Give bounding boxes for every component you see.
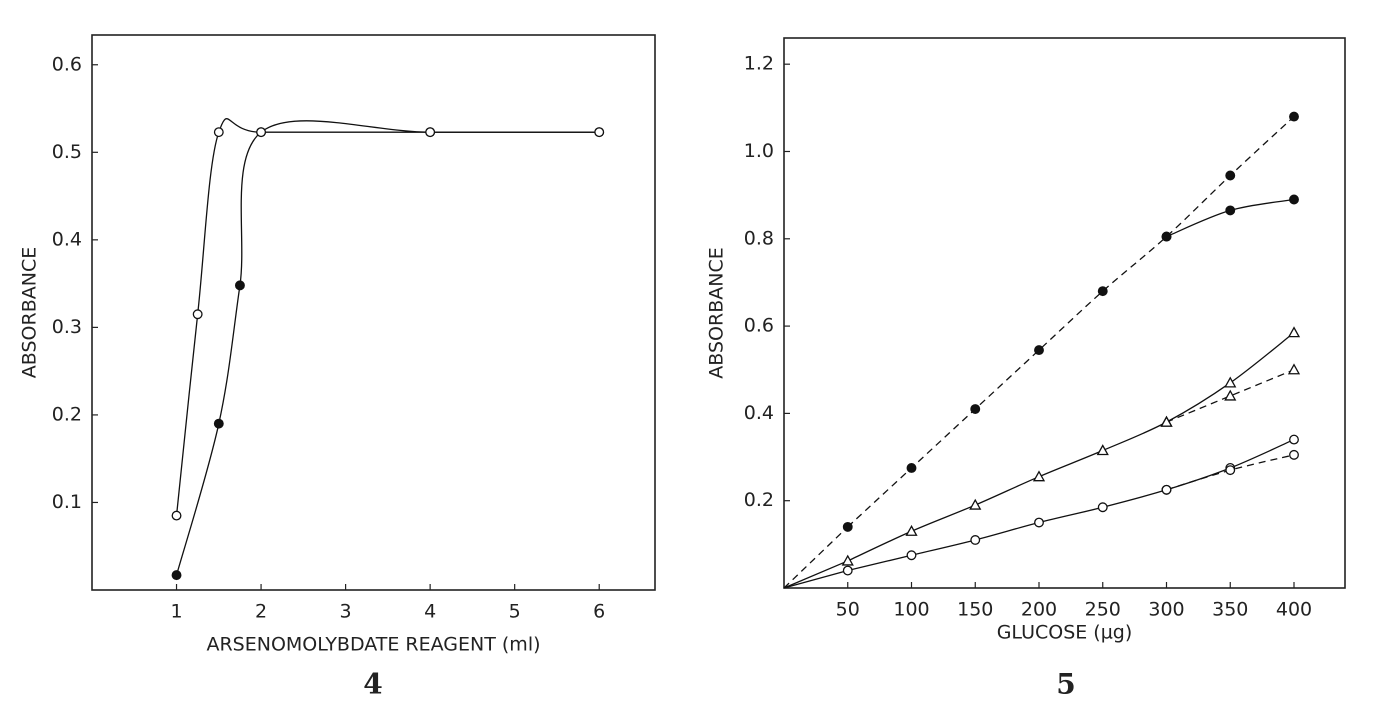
series-line [1166,369,1295,423]
data-point [1289,449,1299,460]
data-point [171,570,182,581]
data-point [192,309,203,320]
data-point [1097,286,1108,297]
plot-frame [91,34,656,591]
x-tick-label: 1 [170,601,182,623]
y-tick-label: 0.3 [52,316,82,338]
data-point [842,521,853,532]
series-line [847,438,1295,572]
y-tick-label: 1.0 [744,140,774,162]
series-line [175,120,600,576]
panel-title: 4 [363,668,382,701]
data-point [906,550,917,561]
data-point [842,565,853,576]
data-point [1161,231,1172,242]
y-tick-label: 1.2 [744,53,774,75]
data-point [970,404,981,414]
series-line [847,116,1295,528]
data-point [213,418,224,429]
data-point [234,280,245,291]
x-tick-label: 150 [957,599,993,621]
x-tick-label: 6 [593,601,605,623]
data-point [1224,389,1237,401]
x-tick-label: 50 [836,599,860,621]
series-line [175,118,600,516]
panel-title: 5 [1056,668,1075,701]
data-point [1034,517,1044,528]
x-tick-label: 100 [893,599,929,621]
data-point [1032,470,1046,482]
x-tick-label: 5 [509,601,521,623]
data-point [1225,465,1236,476]
panel: 1 2 3 4 5 6 0.1 0.2 0.3 0.4 0.5 0.6 ARSENOMOLYBDATE … [19,34,656,701]
y-tick-label: 0.6 [52,53,82,75]
data-point [970,535,981,545]
x-tick-label: 200 [1021,599,1057,621]
data-point [1287,326,1301,338]
data-point [969,498,982,510]
y-tick-label: 0.2 [744,489,774,511]
data-point [905,524,918,536]
x-tick-label: 2 [255,601,267,623]
series-line [847,332,1295,562]
x-axis-label: ARSENOMOLYBDATE REAGENT (ml) [206,634,540,656]
data-point [1160,415,1173,427]
data-point [1161,484,1172,495]
data-point [1224,376,1237,388]
data-point [1034,345,1044,356]
data-point [594,127,605,138]
y-axis-label: ABSORBANCE [19,247,41,378]
data-point [906,463,917,473]
y-tick-label: 0.5 [52,141,82,163]
y-tick-label: 0.2 [52,403,82,425]
y-axis-label: ABSORBANCE [706,247,728,378]
data-point [1289,434,1299,445]
x-tick-label: 300 [1148,599,1184,621]
panel: 50 100 150 200 250 300 350 400 0.2 0.4 0.6 0.8 1.0 1.… [706,37,1346,701]
data-point [1097,502,1108,513]
origin-segment [783,560,849,589]
origin-segment [783,526,849,589]
x-tick-label: 4 [424,601,436,623]
data-point [841,554,854,566]
x-tick-label: 350 [1212,599,1248,621]
plot-frame [783,37,1346,589]
x-tick-label: 250 [1085,599,1121,621]
data-point [1225,205,1236,216]
data-point [213,127,224,138]
data-point [256,127,267,138]
origin-segment [783,569,848,589]
y-tick-label: 0.8 [744,227,774,249]
data-point [1289,194,1299,205]
x-axis-label: GLUCOSE (µg) [997,622,1133,644]
data-point [1096,444,1109,456]
data-point [171,510,182,521]
data-point [1287,363,1301,375]
y-tick-label: 0.4 [52,228,82,250]
data-point [1225,170,1236,181]
data-point [1289,111,1299,122]
y-tick-label: 0.6 [744,315,774,337]
x-tick-label: 400 [1276,599,1312,621]
y-tick-label: 0.4 [744,402,774,424]
y-tick-label: 0.1 [52,491,82,513]
x-tick-label: 3 [340,601,352,623]
data-point [425,127,436,138]
